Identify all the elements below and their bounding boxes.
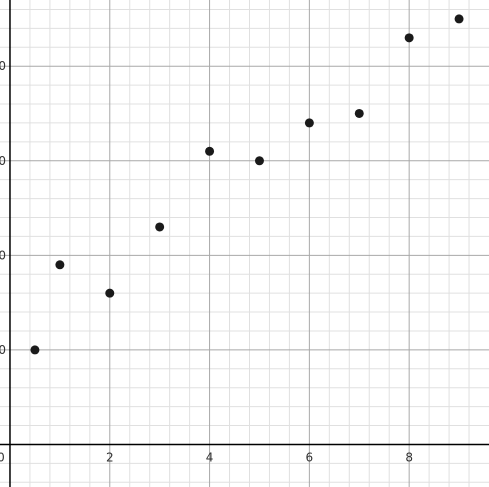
- y-tick-label: 60: [0, 154, 6, 168]
- data-point: [30, 345, 40, 355]
- tick-labels: 0 2 4 6 8 20 40 60 80: [0, 59, 413, 464]
- x-tick-label: 0: [0, 450, 5, 464]
- data-point: [454, 14, 464, 24]
- y-tick-label: 80: [0, 59, 6, 73]
- y-tick-label: 40: [0, 248, 6, 262]
- data-point: [254, 156, 264, 166]
- x-tick-label: 2: [106, 450, 114, 464]
- data-points: [30, 14, 464, 355]
- data-point: [304, 118, 314, 128]
- data-point: [205, 146, 215, 156]
- y-tick-label: 20: [0, 343, 6, 357]
- x-tick-label: 6: [306, 450, 314, 464]
- data-point: [55, 260, 65, 270]
- data-point: [354, 108, 364, 118]
- data-point: [155, 222, 165, 232]
- x-tick-label: 4: [206, 450, 214, 464]
- data-point: [404, 33, 414, 43]
- data-point: [105, 288, 115, 298]
- x-tick-label: 8: [405, 450, 413, 464]
